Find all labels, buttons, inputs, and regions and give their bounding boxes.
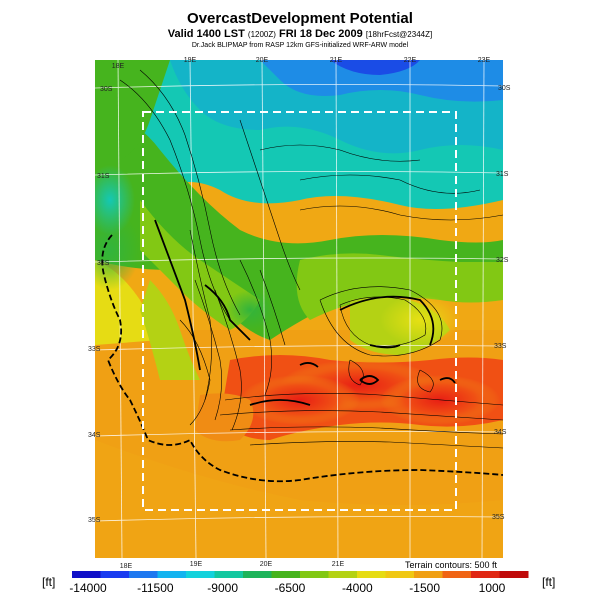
lat-label: 31S bbox=[97, 173, 110, 180]
lat-label: 33S bbox=[88, 346, 101, 353]
color-legend-bar bbox=[72, 571, 529, 578]
legend-swatch bbox=[214, 571, 244, 578]
coastline bbox=[101, 234, 503, 483]
legend-unit-right: [ft] bbox=[542, 575, 556, 589]
legend-tick-label: -4000 bbox=[341, 581, 373, 595]
forecast-hour: [18hrFcst@2344Z] bbox=[365, 30, 433, 39]
lon-label: 19E bbox=[190, 561, 203, 568]
lat-label: 32S bbox=[496, 257, 509, 264]
lat-label: 30S bbox=[498, 85, 511, 92]
thick-contours bbox=[154, 219, 456, 406]
legend-swatch bbox=[157, 571, 187, 578]
lat-label: 34S bbox=[494, 429, 507, 436]
lon-labels-bottom: 18E 19E 20E 21E bbox=[120, 561, 345, 570]
lon-label: 20E bbox=[256, 57, 269, 64]
legend-tick-label: -6500 bbox=[274, 581, 306, 595]
valid-time-label: Valid 1400 LST bbox=[167, 28, 245, 40]
legend-swatch bbox=[271, 571, 301, 578]
lat-label: 34S bbox=[88, 432, 101, 439]
lat-lon-grid bbox=[95, 60, 503, 558]
legend-swatch bbox=[186, 571, 215, 578]
legend-tick-label: -11500 bbox=[137, 581, 174, 595]
legend-swatch bbox=[357, 571, 386, 578]
lon-label: 18E bbox=[112, 63, 125, 70]
legend-swatch bbox=[328, 571, 358, 578]
lat-label: 30S bbox=[100, 86, 113, 93]
lat-label: 32S bbox=[97, 260, 110, 267]
legend-tick-label: -1500 bbox=[409, 581, 441, 595]
lat-label: 35S bbox=[88, 517, 101, 524]
lon-label: 22E bbox=[404, 57, 417, 64]
legend-swatch bbox=[471, 571, 500, 578]
lon-label: 23E bbox=[478, 57, 491, 64]
legend-swatch bbox=[243, 571, 272, 578]
model-credit: Dr.Jack BLIPMAP from RASP 12km GFS-initi… bbox=[191, 42, 409, 49]
lon-label: 21E bbox=[332, 561, 345, 568]
lon-label: 18E bbox=[120, 563, 133, 570]
legend-swatch bbox=[385, 571, 415, 578]
legend-tick-label: -14000 bbox=[69, 581, 107, 595]
inner-domain-box bbox=[142, 111, 457, 511]
lon-label: 21E bbox=[330, 57, 343, 64]
lon-label: 20E bbox=[260, 561, 273, 568]
legend-unit-left: [ft] bbox=[42, 575, 56, 589]
lat-labels-left: 30S 31S 32S 33S 34S 35S bbox=[88, 86, 113, 524]
lat-label: 35S bbox=[492, 514, 505, 521]
terrain-contours-note: Terrain contours: 500 ft bbox=[405, 560, 498, 570]
legend-swatch bbox=[72, 571, 101, 578]
lat-label: 31S bbox=[496, 171, 509, 178]
legend-swatch bbox=[442, 571, 472, 578]
legend-tick-label: 1000 bbox=[478, 581, 506, 595]
valid-time-utc: (1200Z) bbox=[247, 30, 276, 39]
lon-labels-top: 18E 19E 20E 21E 22E 23E bbox=[112, 57, 491, 70]
lon-label: 19E bbox=[184, 57, 197, 64]
legend-swatch bbox=[499, 571, 529, 578]
lat-label: 33S bbox=[494, 343, 507, 350]
valid-time: Valid 1400 LST (1200Z) FRI 18 Dec 2009 [… bbox=[0, 28, 600, 40]
page-title: OvercastDevelopment Potential bbox=[187, 10, 413, 27]
lat-labels-right: 30S 31S 32S 33S 34S 35S bbox=[492, 85, 511, 521]
legend-swatch bbox=[100, 571, 130, 578]
terrain-contours bbox=[119, 69, 503, 449]
valid-date: FRI 18 Dec 2009 bbox=[278, 28, 363, 40]
legend-tick-label: -9000 bbox=[207, 581, 239, 595]
legend-swatch bbox=[129, 571, 158, 578]
legend-swatch bbox=[414, 571, 443, 578]
legend-swatch bbox=[300, 571, 329, 578]
